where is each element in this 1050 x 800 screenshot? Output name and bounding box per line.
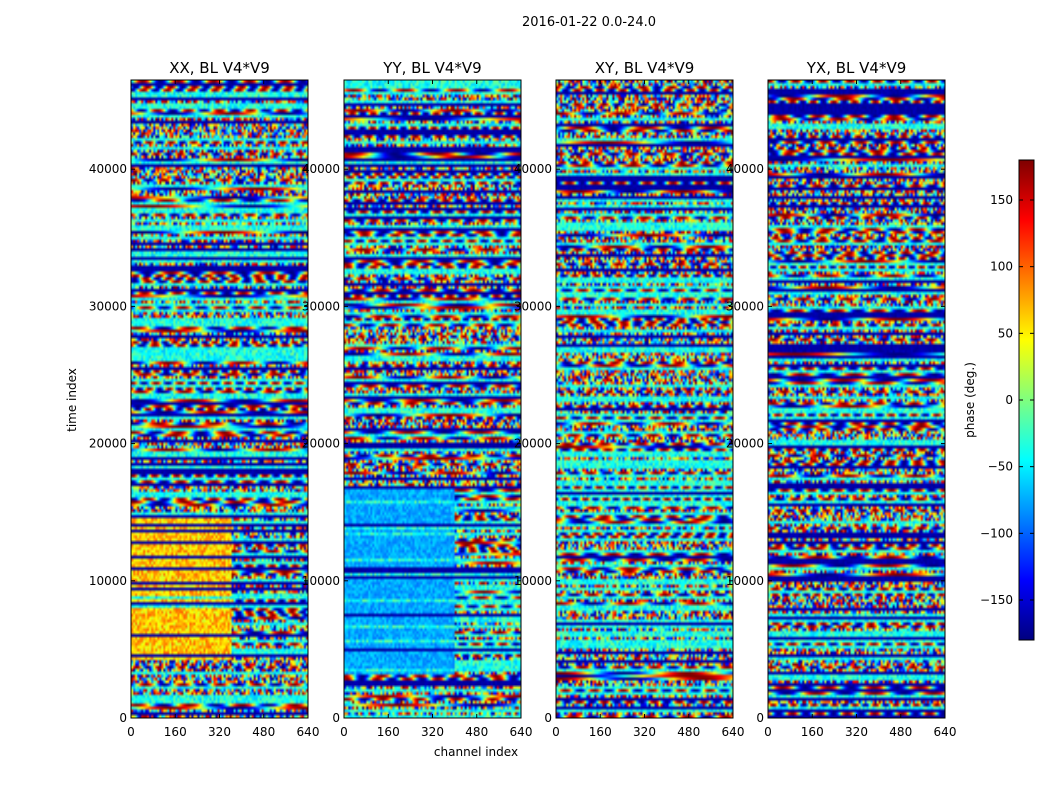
x-tick-label: 320 <box>208 725 231 739</box>
y-tick-label: 0 <box>332 711 340 725</box>
y-tick-label: 10000 <box>726 574 764 588</box>
x-tick-label: 0 <box>127 725 135 739</box>
x-tick-label: 0 <box>340 725 348 739</box>
colorbar-tick-label: 50 <box>998 326 1013 340</box>
y-tick-label: 30000 <box>514 299 552 313</box>
colorbar: 150 100 50 0 −50 −100 −150 phase (deg.) <box>963 159 1035 641</box>
colorbar-label: phase (deg.) <box>963 362 977 438</box>
y-tick-label: 0 <box>756 711 764 725</box>
y-axis-label: time index <box>65 368 79 432</box>
x-tick-label: 160 <box>377 725 400 739</box>
x-tick-label: 320 <box>633 725 656 739</box>
panel-title: YX, BL V4*V9 <box>806 59 907 77</box>
x-tick-label: 0 <box>764 725 772 739</box>
colorbar-tick-label: −150 <box>980 593 1013 607</box>
heatmap-image <box>768 80 945 718</box>
x-tick-label: 480 <box>889 725 912 739</box>
y-tick-label: 10000 <box>302 574 340 588</box>
x-tick-label: 640 <box>510 725 533 739</box>
colorbar-tick-label: −50 <box>988 460 1013 474</box>
y-tick-label: 40000 <box>89 162 127 176</box>
y-tick-label: 0 <box>544 711 552 725</box>
y-tick-label: 30000 <box>302 299 340 313</box>
y-tick-label: 10000 <box>514 574 552 588</box>
panel-4: YX, BL V4*V9 0 160 320 480 640 0 10000 20000 3000… <box>726 59 957 739</box>
heatmap-image <box>556 80 733 718</box>
colorbar-ticks: 150 100 50 0 −50 −100 −150 <box>980 193 1034 607</box>
x-tick-label: 320 <box>421 725 444 739</box>
panel-title: YY, BL V4*V9 <box>382 59 481 77</box>
heatmap-image <box>344 80 521 718</box>
colorbar-tick-label: 0 <box>1005 393 1013 407</box>
y-tick-label: 20000 <box>302 437 340 451</box>
x-tick-label: 160 <box>801 725 824 739</box>
panel-title: XY, BL V4*V9 <box>595 59 695 77</box>
panels: XX, BL V4*V9 0 160 320 480 640 0 10000 20000 3000… <box>89 59 957 739</box>
y-tick-label: 20000 <box>514 437 552 451</box>
figure-suptitle: 2016-01-22 0.0-24.0 <box>522 15 656 30</box>
x-tick-label: 320 <box>845 725 868 739</box>
x-tick-label: 480 <box>677 725 700 739</box>
panel-title: XX, BL V4*V9 <box>169 59 270 77</box>
y-tick-label: 30000 <box>89 299 127 313</box>
x-axis-label: channel index <box>434 745 518 759</box>
heatmap-image <box>131 80 308 718</box>
y-tick-label: 20000 <box>89 437 127 451</box>
x-tick-label: 480 <box>465 725 488 739</box>
y-tick-label: 40000 <box>726 162 764 176</box>
y-tick-label: 20000 <box>726 437 764 451</box>
panel-3: XY, BL V4*V9 0 160 320 480 640 0 10000 20000 3000… <box>514 59 745 739</box>
x-tick-label: 0 <box>552 725 560 739</box>
x-tick-label: 160 <box>164 725 187 739</box>
y-tick-label: 40000 <box>514 162 552 176</box>
panel-1: XX, BL V4*V9 0 160 320 480 640 0 10000 20000 3000… <box>89 59 320 739</box>
colorbar-tick-label: 100 <box>990 260 1013 274</box>
x-tick-label: 480 <box>252 725 275 739</box>
y-tick-label: 10000 <box>89 574 127 588</box>
x-tick-label: 160 <box>589 725 612 739</box>
x-tick-label: 640 <box>934 725 957 739</box>
colorbar-tick-label: 150 <box>990 193 1013 207</box>
y-tick-label: 30000 <box>726 299 764 313</box>
colorbar-tick-label: −100 <box>980 526 1013 540</box>
x-tick-label: 640 <box>722 725 745 739</box>
x-tick-label: 640 <box>297 725 320 739</box>
panel-2: YY, BL V4*V9 0 160 320 480 640 0 10000 20000 3000… <box>302 59 533 739</box>
y-tick-label: 40000 <box>302 162 340 176</box>
y-tick-label: 0 <box>119 711 127 725</box>
